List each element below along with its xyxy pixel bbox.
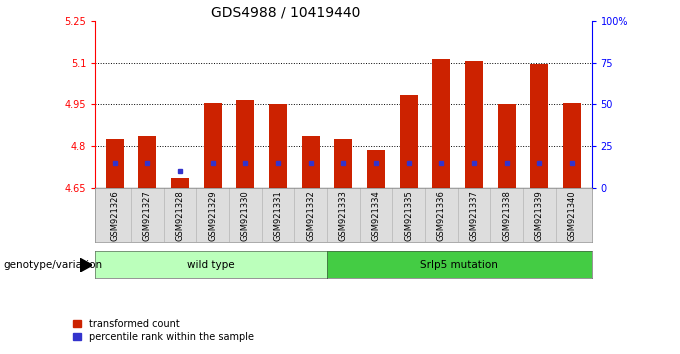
Text: GSM921340: GSM921340 xyxy=(568,190,577,241)
Text: GSM921336: GSM921336 xyxy=(437,190,446,241)
Text: GSM921330: GSM921330 xyxy=(241,190,250,241)
Bar xyxy=(171,178,189,188)
Bar xyxy=(106,139,124,188)
Bar xyxy=(432,59,450,188)
Bar xyxy=(204,103,222,188)
Bar xyxy=(302,136,320,188)
Legend: transformed count, percentile rank within the sample: transformed count, percentile rank withi… xyxy=(69,315,258,346)
Bar xyxy=(465,62,483,188)
Bar xyxy=(563,103,581,188)
Text: GSM921327: GSM921327 xyxy=(143,190,152,241)
Text: GDS4988 / 10419440: GDS4988 / 10419440 xyxy=(211,5,360,19)
Text: GSM921331: GSM921331 xyxy=(273,190,283,241)
Text: GSM921337: GSM921337 xyxy=(469,190,479,241)
Text: GSM921334: GSM921334 xyxy=(371,190,381,241)
Text: GSM921333: GSM921333 xyxy=(339,190,348,241)
Text: Srlp5 mutation: Srlp5 mutation xyxy=(420,259,498,270)
Bar xyxy=(498,104,515,188)
Bar xyxy=(269,104,287,188)
Polygon shape xyxy=(80,258,92,272)
Bar xyxy=(237,100,254,188)
Text: GSM921338: GSM921338 xyxy=(503,190,511,241)
Bar xyxy=(400,95,418,188)
Text: wild type: wild type xyxy=(187,259,235,270)
Bar xyxy=(530,64,548,188)
Bar xyxy=(367,150,385,188)
Text: GSM921329: GSM921329 xyxy=(208,190,218,241)
Text: GSM921328: GSM921328 xyxy=(175,190,184,241)
Text: GSM921335: GSM921335 xyxy=(404,190,413,241)
Bar xyxy=(335,139,352,188)
Text: GSM921339: GSM921339 xyxy=(535,190,544,241)
Text: GSM921332: GSM921332 xyxy=(306,190,316,241)
Bar xyxy=(139,136,156,188)
Text: GSM921326: GSM921326 xyxy=(110,190,119,241)
Text: genotype/variation: genotype/variation xyxy=(3,260,103,270)
